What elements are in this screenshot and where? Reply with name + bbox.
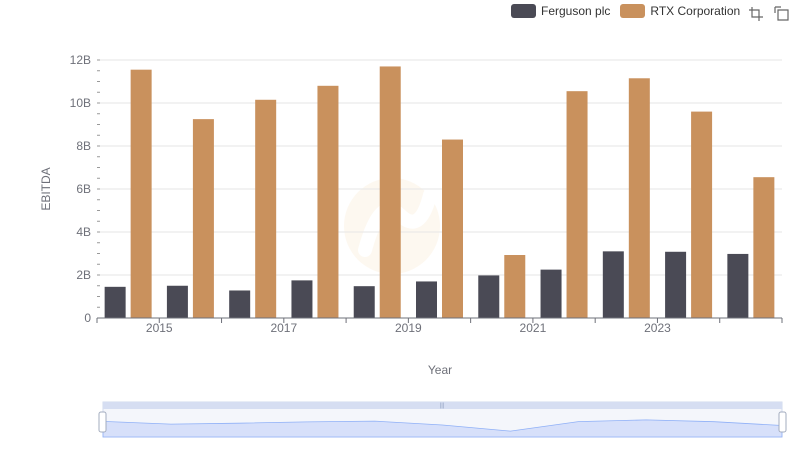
bar-ferguson-2020[interactable] bbox=[478, 275, 500, 318]
bar-ferguson-2016[interactable] bbox=[229, 290, 251, 318]
bar-ferguson-2014[interactable] bbox=[104, 286, 126, 318]
x-tick-label: 2017 bbox=[270, 321, 297, 335]
y-tick-label: 12B bbox=[70, 53, 91, 67]
bar-ferguson-2017[interactable] bbox=[291, 280, 313, 318]
legend-item-rtx[interactable]: RTX Corporation bbox=[620, 4, 740, 18]
bar-rtx-2019[interactable] bbox=[442, 139, 463, 318]
zoom-select-icon[interactable] bbox=[748, 6, 764, 22]
bar-rtx-2022[interactable] bbox=[628, 78, 650, 319]
y-tick-label: 2B bbox=[76, 268, 91, 282]
y-tick-label: 0 bbox=[84, 311, 91, 325]
bar-rtx-2018[interactable] bbox=[379, 66, 401, 318]
legend-item-ferguson[interactable]: Ferguson plc bbox=[511, 4, 610, 18]
y-tick-label: 6B bbox=[76, 182, 91, 196]
bar-ferguson-2021[interactable] bbox=[540, 269, 562, 318]
x-tick-label: 2019 bbox=[395, 321, 422, 335]
bar-rtx-2020[interactable] bbox=[504, 255, 526, 318]
y-axis: 0 2B 4B 6B 8B 10B 12B bbox=[70, 53, 100, 325]
legend-swatch bbox=[511, 4, 536, 18]
bar-rtx-2024[interactable] bbox=[753, 177, 775, 318]
bar-rtx-2014[interactable] bbox=[130, 69, 152, 318]
slider-handle-left[interactable] bbox=[98, 411, 107, 433]
bar-rtx-2021[interactable] bbox=[566, 91, 588, 318]
bar-ferguson-2018[interactable] bbox=[353, 286, 375, 318]
x-axis: 2015 2017 2019 2021 2023 bbox=[96, 317, 783, 335]
slider-handle-right[interactable] bbox=[778, 411, 787, 433]
y-tick-label: 4B bbox=[76, 225, 91, 239]
bar-series bbox=[104, 66, 775, 319]
restore-icon[interactable] bbox=[774, 6, 790, 22]
bar-rtx-2023[interactable] bbox=[691, 111, 713, 318]
data-zoom-slider[interactable]: ||| bbox=[98, 401, 787, 438]
slider-top-bar[interactable] bbox=[103, 402, 782, 409]
bar-ferguson-2015[interactable] bbox=[166, 285, 188, 318]
bar-rtx-2015[interactable] bbox=[192, 119, 214, 318]
y-axis-title: EBITDA bbox=[39, 167, 53, 210]
bar-ferguson-2019[interactable] bbox=[416, 281, 437, 318]
slider-preview-area bbox=[102, 419, 783, 438]
x-tick-label: 2023 bbox=[644, 321, 671, 335]
bar-rtx-2017[interactable] bbox=[317, 85, 339, 318]
bar-ferguson-2022[interactable] bbox=[602, 251, 624, 318]
bar-rtx-2016[interactable] bbox=[255, 99, 277, 319]
slider-grip-icon[interactable]: ||| bbox=[440, 403, 445, 409]
legend-label: Ferguson plc bbox=[541, 4, 611, 18]
y-tick-label: 10B bbox=[70, 96, 91, 110]
bar-ferguson-2024[interactable] bbox=[727, 253, 749, 318]
x-axis-title: Year bbox=[428, 363, 452, 377]
bar-ferguson-2023[interactable] bbox=[665, 251, 687, 318]
y-tick-label: 8B bbox=[76, 139, 91, 153]
legend: Ferguson plc RTX Corporation bbox=[511, 4, 750, 18]
legend-label: RTX Corporation bbox=[650, 4, 741, 18]
x-tick-label: 2015 bbox=[146, 321, 173, 335]
legend-swatch bbox=[620, 4, 646, 18]
x-tick-label: 2021 bbox=[520, 321, 547, 335]
